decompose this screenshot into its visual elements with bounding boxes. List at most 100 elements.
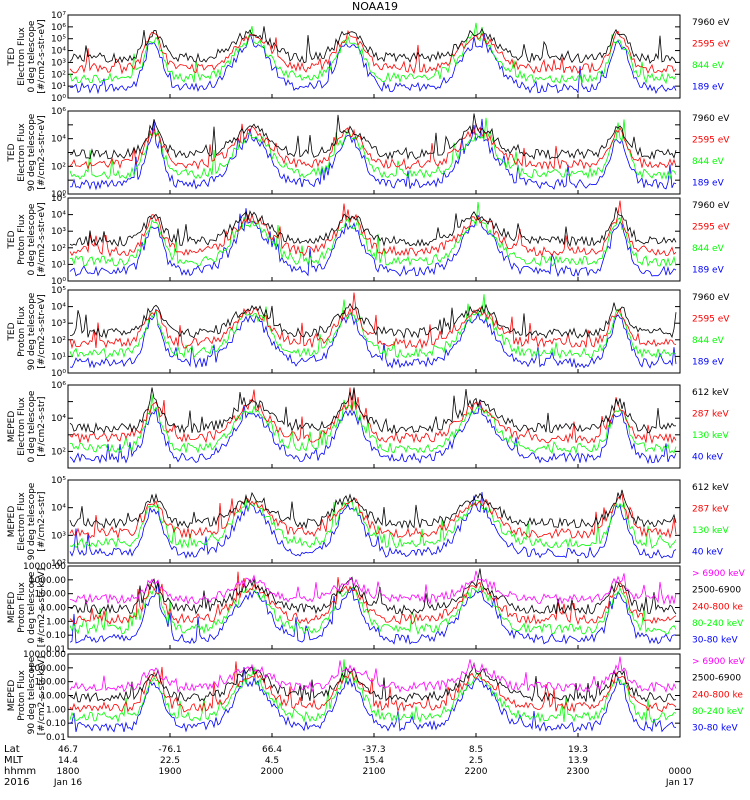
series-trace xyxy=(69,207,677,248)
y-axis-label-line: 0 deg telescope xyxy=(27,390,37,462)
y-tick-label: 10⁵ xyxy=(51,476,66,486)
y-axis-label-line: Electron Flux xyxy=(17,27,27,86)
y-tick-label: 10¹ xyxy=(51,82,66,92)
panel-2: 10⁰ 10² 10⁴ 10⁶ TED Electron Flux 90 deg teles… xyxy=(7,107,730,200)
panel-frame xyxy=(67,384,681,469)
x-tick-label-lat: 8.5 xyxy=(469,745,483,755)
legend-entry: 189 eV xyxy=(692,357,725,367)
legend-entry: 189 eV xyxy=(692,82,725,92)
panel-4: 10⁰ 10¹ 10² 10³ 10⁴ 10⁵ TED Proton Flux 90 deg t… xyxy=(7,286,730,379)
y-axis-label-line: 0 deg telescope xyxy=(27,203,37,275)
y-axis-label-line: [#/cm2-s-str] xyxy=(37,491,47,551)
series-trace xyxy=(69,122,677,171)
series-trace xyxy=(69,571,677,626)
x-row-label-mlt: MLT xyxy=(4,755,24,766)
series-trace xyxy=(69,302,677,340)
series-trace xyxy=(69,200,677,258)
y-tick-label: 10¹ xyxy=(51,352,66,362)
legend-entry: 80-240 keV xyxy=(692,707,744,717)
series-trace xyxy=(69,394,677,455)
y-tick-label: 1.00 xyxy=(46,617,66,627)
legend-entry: 2500-6900 xyxy=(692,586,741,596)
y-tick-label: 10.00 xyxy=(40,692,66,702)
y-axis-label-line: 90 deg telescope xyxy=(27,113,37,191)
y-tick-label: 10² xyxy=(51,70,66,80)
legend-entry: 844 eV xyxy=(692,336,725,346)
y-tick-label: 10⁵ xyxy=(51,194,66,204)
y-tick-label: 10⁷ xyxy=(51,11,66,21)
y-axis-label-line: MEPED xyxy=(7,680,17,712)
y-axis-label-line: Electron Flux xyxy=(17,397,27,456)
legend-entry: 287 keV xyxy=(692,504,729,514)
y-axis-label-line: 90 deg telescope xyxy=(27,292,37,370)
y-axis-label-line: Electron Flux xyxy=(17,123,27,182)
legend-entry: 844 eV xyxy=(692,244,725,254)
legend-entry: 40 keV xyxy=(692,452,724,462)
y-axis-label-line: TED xyxy=(7,47,17,66)
y-tick-label: 10⁶ xyxy=(51,381,66,391)
series-trace xyxy=(69,29,677,75)
y-axis-label-line: TED xyxy=(7,230,17,249)
x-tick-label-hhmm: 0000 xyxy=(669,767,692,777)
legend-entry: 2500-6900 xyxy=(692,674,741,684)
x-tick-label-hhmm: 2100 xyxy=(363,767,386,777)
y-axis-label-line: MEPED xyxy=(7,592,17,624)
series-trace xyxy=(69,387,677,435)
y-tick-label: 100.00 xyxy=(35,678,67,688)
legend-entry: 30-80 keV xyxy=(692,636,738,646)
y-tick-label: 10⁵ xyxy=(51,286,66,296)
legend-entry: 2595 eV xyxy=(692,314,730,324)
legend-entry: 844 eV xyxy=(692,61,725,71)
y-tick-label: 10000.00 xyxy=(23,650,66,660)
x-tick-label-hhmm: 1900 xyxy=(159,767,182,777)
x-tick-label-hhmm: 2200 xyxy=(465,767,488,777)
x-tick-label-mlt: 14.4 xyxy=(58,756,78,766)
y-axis-label-line: TED xyxy=(7,143,17,162)
y-tick-label: 10⁶ xyxy=(51,23,66,33)
series-trace xyxy=(69,292,677,350)
series-trace xyxy=(69,387,677,445)
legend-entry: > 6900 keV xyxy=(692,569,746,579)
legend-entry: 844 eV xyxy=(692,157,725,167)
y-tick-label: 10⁰ xyxy=(51,190,66,200)
y-tick-label: 10⁶ xyxy=(51,107,66,117)
legend-entry: 7960 eV xyxy=(692,201,730,211)
x-tick-label-lat: -37.3 xyxy=(362,745,385,755)
y-tick-label: 10³ xyxy=(51,531,66,541)
y-axis-label-line: Proton Flux xyxy=(17,214,27,265)
y-axis-label-line: Proton Flux xyxy=(17,306,27,357)
y-axis-label-line: MEPED xyxy=(7,506,17,538)
y-axis-label-line: [#/cm2-s-str-eV] xyxy=(37,19,47,94)
series-trace xyxy=(69,201,677,268)
series-trace xyxy=(69,309,677,369)
series-trace xyxy=(69,581,677,645)
x-tick-label-mlt: 22.5 xyxy=(160,756,180,766)
x-tick-label-hhmm: 1800 xyxy=(57,767,80,777)
y-tick-label: 10⁰ xyxy=(51,277,66,287)
y-tick-label: 10¹ xyxy=(51,260,66,270)
series-trace xyxy=(69,208,677,278)
x-tick-label-lat: 19.3 xyxy=(568,745,588,755)
y-tick-label: 1.00 xyxy=(46,705,66,715)
panel-frame xyxy=(67,110,681,195)
y-axis-label-line: 90 deg telescope xyxy=(27,656,37,734)
series-trace xyxy=(69,666,677,733)
x-tick-label-date: Jan 17 xyxy=(665,778,694,788)
series-trace xyxy=(70,113,677,161)
x-tick-label-mlt: 2.5 xyxy=(469,756,483,766)
legend-entry: 2595 eV xyxy=(692,222,730,232)
series-trace xyxy=(69,585,677,636)
panel-5: 10² 10⁴ 10⁶ MEPED Electron Flux 0 deg telesco… xyxy=(7,381,729,469)
y-tick-label: 10³ xyxy=(51,58,66,68)
x-tick-label-date: Jan 16 xyxy=(53,778,82,788)
y-tick-label: 10⁴ xyxy=(51,135,66,145)
y-tick-label: 10⁵ xyxy=(51,35,66,45)
y-tick-label: 0.10 xyxy=(46,719,66,729)
y-axis-label-line: 0 deg telescope xyxy=(27,20,37,92)
x-tick-label-mlt: 4.5 xyxy=(265,756,279,766)
y-tick-label: 10³ xyxy=(51,227,66,237)
y-tick-label: 10² xyxy=(51,244,66,254)
y-tick-label: 10.00 xyxy=(40,604,66,614)
series-trace xyxy=(69,568,677,616)
